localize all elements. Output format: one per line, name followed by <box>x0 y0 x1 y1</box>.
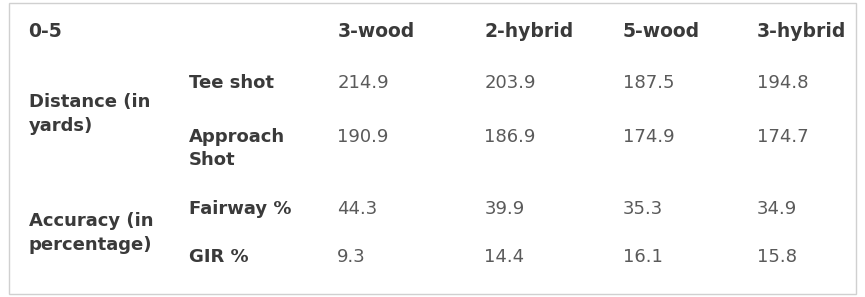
Text: 186.9: 186.9 <box>484 128 535 146</box>
Text: 5-wood: 5-wood <box>623 22 700 41</box>
Text: 174.9: 174.9 <box>623 128 675 146</box>
Text: 9.3: 9.3 <box>337 248 366 266</box>
Text: 190.9: 190.9 <box>337 128 388 146</box>
Text: 14.4: 14.4 <box>484 248 524 266</box>
Text: 44.3: 44.3 <box>337 200 378 218</box>
Text: 203.9: 203.9 <box>484 74 536 92</box>
Text: GIR %: GIR % <box>189 248 248 266</box>
Text: 0-5: 0-5 <box>29 22 62 41</box>
Text: 35.3: 35.3 <box>623 200 663 218</box>
Text: 15.8: 15.8 <box>757 248 797 266</box>
Text: Fairway %: Fairway % <box>189 200 291 218</box>
Text: 3-wood: 3-wood <box>337 22 414 41</box>
Text: 34.9: 34.9 <box>757 200 798 218</box>
Text: Accuracy (in: Accuracy (in <box>29 212 153 230</box>
Text: 2-hybrid: 2-hybrid <box>484 22 573 41</box>
Text: percentage): percentage) <box>29 236 152 254</box>
Text: 39.9: 39.9 <box>484 200 525 218</box>
Text: Approach: Approach <box>189 128 285 146</box>
Text: Tee shot: Tee shot <box>189 74 273 92</box>
Text: 187.5: 187.5 <box>623 74 675 92</box>
Text: Distance (in: Distance (in <box>29 94 150 111</box>
Text: 16.1: 16.1 <box>623 248 663 266</box>
Text: 214.9: 214.9 <box>337 74 389 92</box>
Text: yards): yards) <box>29 117 93 135</box>
Text: Shot: Shot <box>189 151 235 169</box>
Text: 194.8: 194.8 <box>757 74 809 92</box>
Text: 174.7: 174.7 <box>757 128 809 146</box>
Text: 3-hybrid: 3-hybrid <box>757 22 846 41</box>
